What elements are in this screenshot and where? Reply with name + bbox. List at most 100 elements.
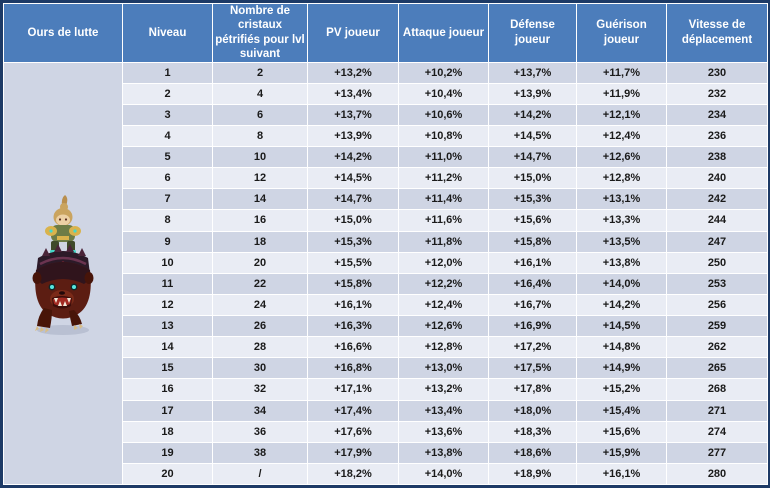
cell-hp: +13,2% bbox=[307, 61, 399, 84]
cell-defense: +14,5% bbox=[488, 124, 577, 148]
cell-healing: +12,1% bbox=[576, 103, 667, 126]
table-row: 5 10 +14,2% +11,0% +14,7% +12,6% 238 bbox=[4, 145, 768, 169]
cell-healing: +15,2% bbox=[576, 378, 667, 401]
table-row: 20/+18,2% +14,0% +18,9% +16,1% 280 bbox=[4, 462, 768, 486]
cell-speed: 232 bbox=[666, 82, 768, 105]
table-row: 14 28 +16,6% +12,8% +17,2% +14,8% 262 bbox=[4, 336, 768, 359]
cell-healing: +15,4% bbox=[576, 399, 667, 422]
cell-defense: +14,2% bbox=[488, 103, 577, 126]
cell-crystals: 28 bbox=[212, 336, 308, 359]
cell-healing: +13,8% bbox=[576, 251, 667, 274]
cell-crystals: 34 bbox=[212, 399, 308, 422]
cell-healing: +15,9% bbox=[576, 441, 667, 464]
cell-crystals: 12 bbox=[212, 167, 308, 190]
table-row: 16 32 +17,1% +13,2% +17,8% +15,2% 268 bbox=[4, 378, 768, 401]
cell-healing: +12,6% bbox=[576, 145, 667, 169]
cell-crystals: 18 bbox=[212, 230, 308, 253]
table-row: 3 6 +13,7% +10,6% +14,2% +12,1% 234 bbox=[4, 103, 768, 126]
table-row: 18 36 +17,6% +13,6% +18,3% +15,6% 274 bbox=[4, 420, 768, 443]
cell-defense: +14,7% bbox=[488, 145, 577, 169]
cell-level: 5 bbox=[122, 145, 213, 169]
cell-attack: +12,2% bbox=[398, 272, 489, 295]
cell-defense: +13,7% bbox=[488, 61, 577, 84]
cell-attack: +11,0% bbox=[398, 145, 489, 169]
cell-crystals: 36 bbox=[212, 420, 308, 443]
cell-healing: +12,4% bbox=[576, 124, 667, 148]
mount-stats-table: Ours de lutte Niveau Nombre de cristaux … bbox=[3, 3, 768, 486]
cell-speed: 274 bbox=[666, 420, 768, 443]
cell-healing: +14,2% bbox=[576, 293, 667, 317]
cell-hp: +17,6% bbox=[307, 420, 399, 443]
column-header-hp: PV joueur bbox=[307, 3, 399, 63]
cell-speed: 277 bbox=[666, 441, 768, 464]
cell-attack: +11,8% bbox=[398, 230, 489, 253]
cell-level: 14 bbox=[122, 336, 213, 359]
column-header-crystals: Nombre de cristaux pétrifiés pour lvl su… bbox=[212, 3, 308, 63]
cell-level: 1 bbox=[122, 61, 213, 84]
table-row: 11 22 +15,8% +12,2% +16,4% +14,0% 253 bbox=[4, 272, 768, 295]
table-row: 17 34 +17,4% +13,4% +18,0% +15,4% 271 bbox=[4, 399, 768, 422]
cell-attack: +11,2% bbox=[398, 167, 489, 190]
cell-attack: +13,2% bbox=[398, 378, 489, 401]
cell-defense: +18,9% bbox=[488, 462, 577, 486]
table-row: 1 2 +13,2% +10,2% +13,7% +11,7% 230 bbox=[3, 61, 768, 485]
cell-healing: +14,0% bbox=[576, 272, 667, 295]
mount-image-cell bbox=[3, 61, 123, 485]
cell-level: 13 bbox=[122, 314, 213, 338]
header-row: Ours de lutte Niveau Nombre de cristaux … bbox=[3, 3, 768, 63]
cell-attack: +13,0% bbox=[398, 357, 489, 380]
cell-speed: 268 bbox=[666, 378, 768, 401]
cell-healing: +13,5% bbox=[576, 230, 667, 253]
cell-defense: +17,5% bbox=[488, 357, 577, 380]
cell-attack: +13,6% bbox=[398, 420, 489, 443]
cell-level: 9 bbox=[122, 230, 213, 253]
cell-crystals: / bbox=[212, 462, 308, 486]
cell-hp: +16,1% bbox=[307, 293, 399, 317]
cell-level: 2 bbox=[122, 82, 213, 105]
cell-attack: +10,6% bbox=[398, 103, 489, 126]
cell-defense: +16,9% bbox=[488, 314, 577, 338]
cell-attack: +12,4% bbox=[398, 293, 489, 317]
cell-defense: +15,8% bbox=[488, 230, 577, 253]
cell-hp: +13,4% bbox=[307, 82, 399, 105]
cell-healing: +14,8% bbox=[576, 336, 667, 359]
cell-speed: 256 bbox=[666, 293, 768, 317]
cell-defense: +18,6% bbox=[488, 441, 577, 464]
cell-hp: +15,5% bbox=[307, 251, 399, 274]
cell-hp: +17,9% bbox=[307, 441, 399, 464]
cell-level: 19 bbox=[122, 441, 213, 464]
cell-speed: 240 bbox=[666, 167, 768, 190]
cell-healing: +14,9% bbox=[576, 357, 667, 380]
column-header-defense: Défense joueur bbox=[488, 3, 577, 63]
cell-speed: 244 bbox=[666, 209, 768, 232]
cell-crystals: 16 bbox=[212, 209, 308, 232]
cell-defense: +16,4% bbox=[488, 272, 577, 295]
cell-crystals: 6 bbox=[212, 103, 308, 126]
cell-level: 16 bbox=[122, 378, 213, 401]
cell-speed: 250 bbox=[666, 251, 768, 274]
cell-crystals: 22 bbox=[212, 272, 308, 295]
cell-defense: +16,1% bbox=[488, 251, 577, 274]
cell-attack: +10,8% bbox=[398, 124, 489, 148]
cell-level: 4 bbox=[122, 124, 213, 148]
cell-level: 3 bbox=[122, 103, 213, 126]
cell-attack: +12,8% bbox=[398, 336, 489, 359]
cell-hp: +18,2% bbox=[307, 462, 399, 486]
cell-crystals: 30 bbox=[212, 357, 308, 380]
cell-level: 15 bbox=[122, 357, 213, 380]
table-body: 1 2 +13,2% +10,2% +13,7% +11,7% 230 2 4 +13,4% +10… bbox=[3, 61, 768, 486]
cell-healing: +14,5% bbox=[576, 314, 667, 338]
cell-hp: +15,0% bbox=[307, 209, 399, 232]
cell-crystals: 20 bbox=[212, 251, 308, 274]
mount-image-wrapper bbox=[6, 63, 120, 476]
cell-crystals: 8 bbox=[212, 124, 308, 148]
cell-crystals: 10 bbox=[212, 145, 308, 169]
cell-crystals: 38 bbox=[212, 441, 308, 464]
column-header-attack: Attaque joueur bbox=[398, 3, 489, 63]
cell-speed: 247 bbox=[666, 230, 768, 253]
cell-defense: +16,7% bbox=[488, 293, 577, 317]
cell-defense: +15,0% bbox=[488, 167, 577, 190]
cell-speed: 271 bbox=[666, 399, 768, 422]
cell-hp: +15,8% bbox=[307, 272, 399, 295]
cell-speed: 280 bbox=[666, 462, 768, 486]
